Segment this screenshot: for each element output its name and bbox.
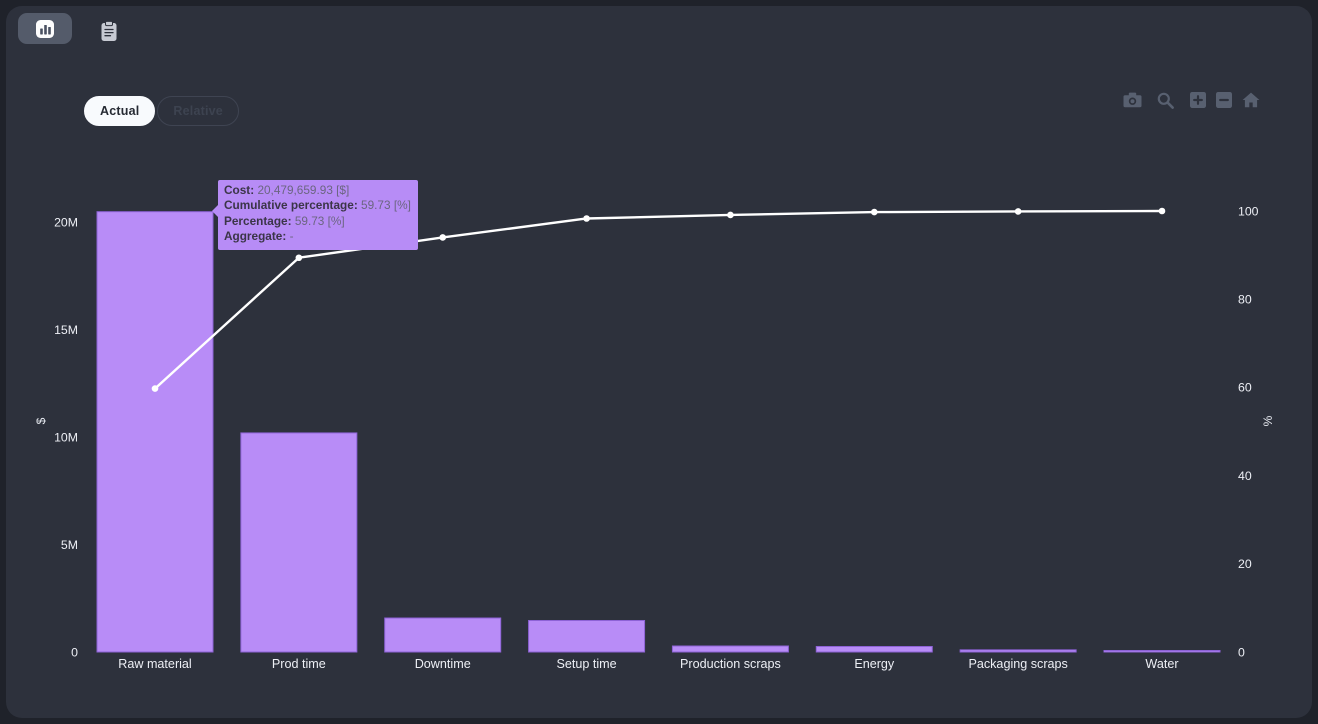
cumulative-point-setup-time[interactable] — [583, 215, 590, 222]
bar-energy[interactable] — [815, 645, 933, 653]
cumulative-point-energy[interactable] — [870, 208, 878, 216]
reset-axes-button[interactable] — [1242, 92, 1260, 111]
zoom-out-button[interactable] — [1216, 92, 1232, 111]
bar-chart-icon — [36, 19, 54, 38]
y-right-tick: 20 — [1238, 557, 1252, 571]
bar-downtime[interactable] — [384, 617, 502, 653]
toggle-relative-button[interactable]: Relative — [157, 96, 239, 126]
cumulative-point-water[interactable] — [1158, 207, 1166, 215]
cumulative-point-raw-material[interactable] — [151, 385, 159, 392]
y-left-tick: 20M — [54, 215, 78, 229]
zoom-in-button[interactable] — [1190, 92, 1206, 111]
bar-setup-time[interactable] — [528, 620, 646, 653]
y-right-tick: 80 — [1238, 293, 1252, 307]
y-left-axis-title: $ — [34, 417, 48, 424]
x-category-label: Energy — [854, 657, 895, 671]
home-icon — [1242, 92, 1260, 111]
bar-production-scraps[interactable] — [671, 645, 789, 653]
zoom-in-icon — [1190, 92, 1206, 111]
bar-prod-time[interactable] — [240, 432, 358, 653]
x-category-label: Downtime — [415, 657, 471, 671]
y-left-tick: 10M — [54, 430, 78, 444]
bar-water[interactable] — [1103, 650, 1221, 653]
cumulative-point-downtime[interactable] — [439, 234, 447, 241]
y-left-tick: 15M — [54, 323, 78, 337]
x-category-label: Water — [1145, 657, 1178, 671]
plot-modebar — [1123, 92, 1273, 112]
y-right-tick: 100 — [1238, 204, 1259, 218]
clipboard-icon — [101, 20, 117, 45]
y-left-tick: 5M — [61, 538, 78, 552]
cumulative-line — [154, 209, 1163, 390]
y-right-tick: 40 — [1238, 469, 1252, 483]
bar-packaging-scraps[interactable] — [959, 649, 1077, 653]
chart-view-button[interactable] — [18, 13, 72, 44]
zoom-mode-button[interactable] — [1157, 92, 1174, 112]
zoom-out-icon — [1216, 92, 1232, 111]
x-category-label: Raw material — [118, 657, 191, 671]
cumulative-point-packaging-scraps[interactable] — [1014, 208, 1022, 215]
x-category-label: Setup time — [556, 657, 616, 671]
camera-snapshot-button[interactable] — [1123, 92, 1142, 111]
x-category-label: Production scraps — [680, 657, 781, 671]
camera-icon — [1123, 92, 1142, 111]
y-right-tick: 60 — [1238, 381, 1252, 395]
toggle-actual-button[interactable]: Actual — [84, 96, 156, 126]
cumulative-point-prod-time[interactable] — [295, 254, 303, 262]
y-right-axis-title: % — [1261, 415, 1275, 426]
y-right-tick: 0 — [1238, 645, 1245, 659]
x-category-label: Packaging scraps — [968, 657, 1067, 671]
cumulative-point-production-scraps[interactable] — [727, 211, 734, 219]
actual-relative-toggle: Actual Relative — [84, 96, 239, 126]
bar-raw-material[interactable] — [96, 211, 214, 653]
clipboard-button[interactable] — [100, 20, 118, 45]
x-category-label: Prod time — [272, 657, 326, 671]
magnifier-icon — [1157, 92, 1174, 112]
y-left-tick: 0 — [71, 645, 78, 659]
